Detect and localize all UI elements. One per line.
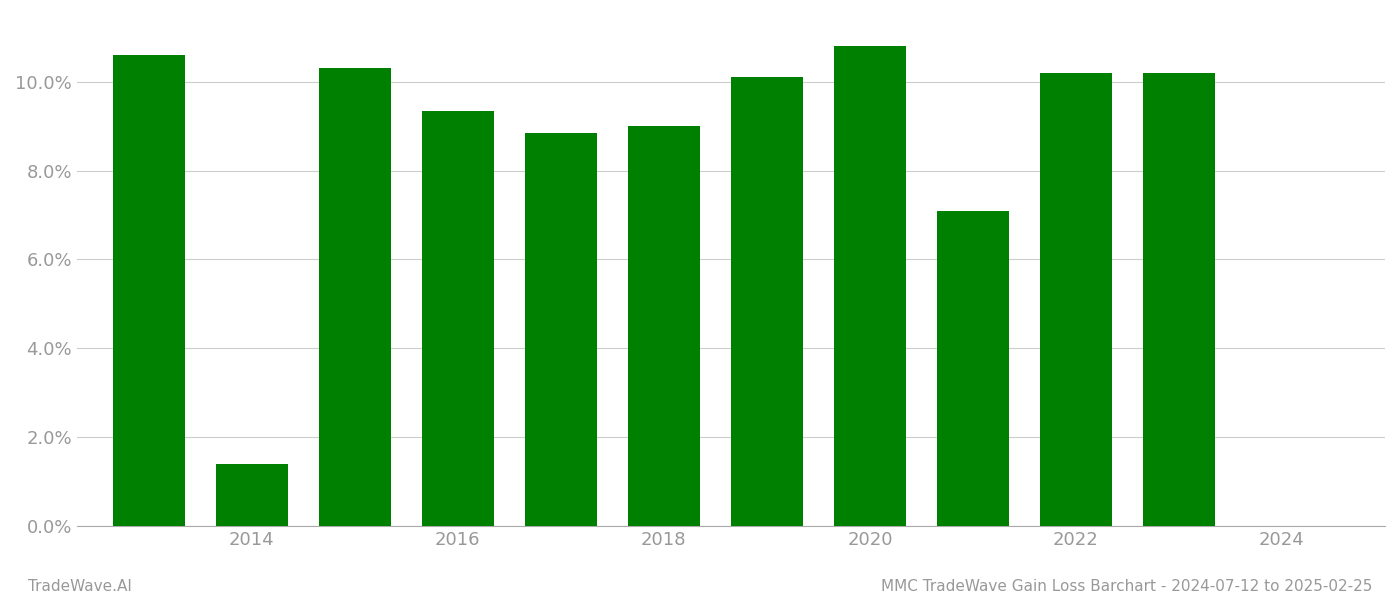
Bar	[112, 55, 185, 526]
Bar	[731, 77, 804, 526]
Bar	[1142, 73, 1215, 526]
Text: MMC TradeWave Gain Loss Barchart - 2024-07-12 to 2025-02-25: MMC TradeWave Gain Loss Barchart - 2024-…	[881, 579, 1372, 594]
Text: TradeWave.AI: TradeWave.AI	[28, 579, 132, 594]
Bar	[525, 133, 596, 526]
Bar	[627, 126, 700, 526]
Bar	[319, 68, 391, 526]
Bar	[216, 464, 288, 526]
Bar	[421, 110, 494, 526]
Bar	[1040, 73, 1112, 526]
Bar	[937, 211, 1009, 526]
Bar	[834, 46, 906, 526]
